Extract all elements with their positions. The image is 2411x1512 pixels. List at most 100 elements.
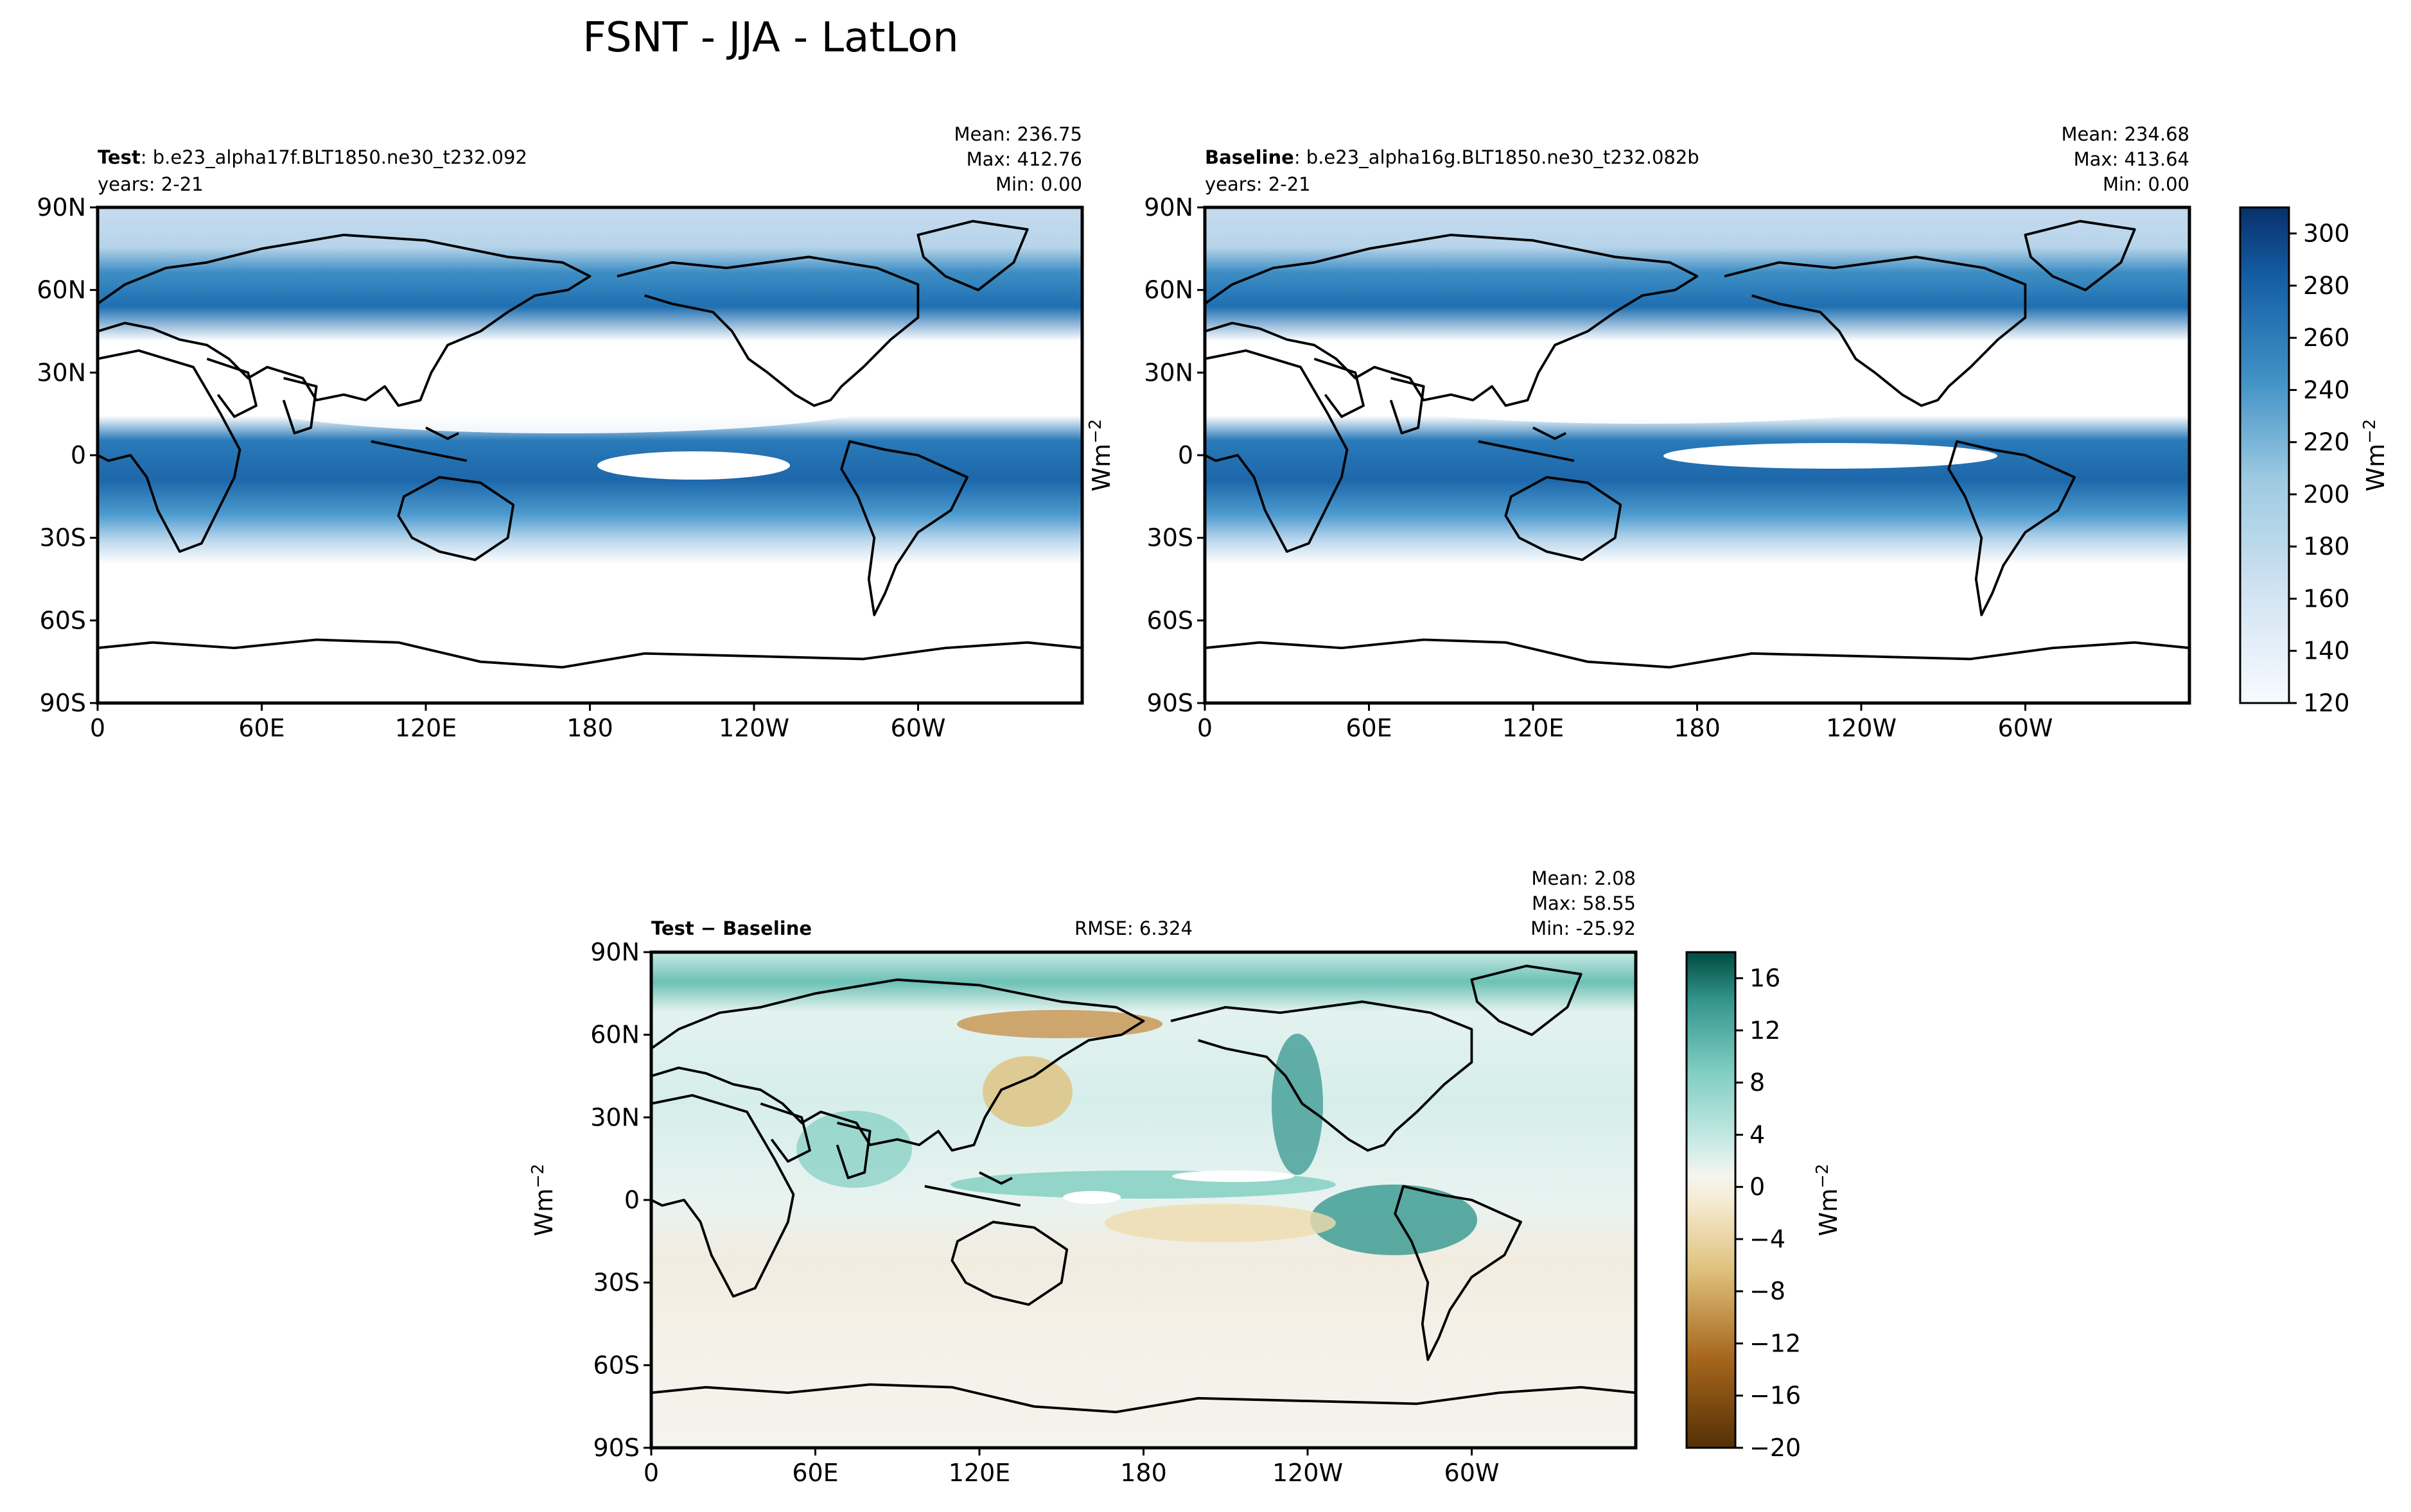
baseline-label-bold: Baseline: [1205, 146, 1294, 168]
x-tick-label: 60W: [1998, 714, 2053, 742]
colorbar-bottom-unit-base: Wm: [1814, 1188, 1843, 1237]
colorbar-tick-label: −20: [1749, 1434, 1801, 1462]
panel-baseline: Baseline: b.e23_alpha16g.BLT1850.ne30_t2…: [1086, 123, 2191, 742]
colorbar-tick-label: 12: [1749, 1016, 1780, 1045]
y-tick-label: 90N: [590, 938, 640, 966]
baseline-years: years: 2-21: [1205, 173, 1311, 195]
diff-ylabel-base: Wm: [530, 1188, 558, 1237]
colorbar-bottom-gradient: [1685, 951, 1737, 1449]
diff-title: Test − Baseline RMSE: 6.324 Mean: 2.08 M…: [651, 867, 1636, 939]
diff-field-kuroshio: [983, 1056, 1073, 1127]
colorbar-top-unit-base: Wm: [2362, 444, 2390, 492]
x-tick-label: 60E: [1346, 714, 1392, 742]
y-tick-label: 90S: [1147, 689, 1193, 717]
colorbar-tick-label: 140: [2303, 637, 2350, 665]
y-tick-label: 60S: [40, 606, 86, 634]
panel-test: Test: b.e23_alpha17f.BLT1850.ne30_t232.0…: [37, 123, 1084, 742]
colorbar-top-unit: Wm−2: [2360, 419, 2390, 492]
y-tick-label: 60N: [590, 1021, 640, 1049]
colorbar-tick-label: 280: [2303, 272, 2350, 300]
y-tick-label: 30N: [1144, 358, 1193, 387]
test-max: Max: 412.76: [967, 148, 1082, 170]
test-min: Min: 0.00: [995, 173, 1082, 195]
colorbar-tick-label: 16: [1749, 964, 1780, 993]
test-y-ticks: 90N 60N 30N 0 30S 60S 90S: [37, 193, 98, 717]
test-years: years: 2-21: [98, 173, 204, 195]
y-tick-label: 30S: [40, 524, 86, 552]
colorbar-tick-label: 220: [2303, 428, 2350, 456]
diff-field-white-2: [1172, 1170, 1294, 1182]
shared-ylabel-base: Wm: [1087, 444, 1116, 492]
diff-field-itcz-east: [1310, 1185, 1477, 1255]
y-tick-label: 0: [624, 1186, 640, 1214]
y-tick-label: 60N: [37, 276, 86, 304]
baseline-min: Min: 0.00: [2103, 173, 2189, 195]
baseline-field-pacific-clear-south: [1663, 443, 1997, 469]
colorbar-bottom-ticks: 16 12 8 4 0 −4 −8 −12 −16 −20: [1735, 964, 1801, 1462]
colorbar-tick-label: 300: [2303, 220, 2350, 248]
y-tick-label: 30S: [593, 1269, 640, 1297]
y-tick-label: 90S: [593, 1434, 640, 1462]
shared-ylabel: Wm−2: [1086, 419, 1116, 492]
diff-field-spac: [1105, 1204, 1336, 1242]
y-tick-label: 90N: [1144, 193, 1193, 222]
y-tick-label: 90N: [37, 193, 86, 222]
diff-mean: Mean: 2.08: [1531, 867, 1636, 889]
colorbar-top: 300 280 260 240 220 200 180 160 140 120 Wm−2: [2239, 206, 2390, 717]
baseline-title: Baseline: b.e23_alpha16g.BLT1850.ne30_t2…: [1205, 123, 2189, 195]
diff-field-npac: [1272, 1034, 1323, 1175]
baseline-mean: Mean: 234.68: [2062, 123, 2189, 145]
figure-title: FSNT - JJA - LatLon: [583, 14, 958, 62]
x-tick-label: 0: [644, 1459, 659, 1487]
baseline-field-pacific-clear-north: [1342, 366, 1946, 424]
y-tick-label: 60N: [1144, 276, 1193, 304]
baseline-label-rest: : b.e23_alpha16g.BLT1850.ne30_t232.082b: [1294, 146, 1699, 168]
colorbar-tick-label: −8: [1749, 1277, 1785, 1305]
colorbar-tick-label: −12: [1749, 1329, 1801, 1357]
x-tick-label: 60W: [1444, 1459, 1500, 1487]
y-tick-label: 30N: [590, 1103, 640, 1131]
test-mean: Mean: 236.75: [954, 123, 1082, 145]
diff-rmse: RMSE: 6.324: [1074, 917, 1193, 939]
x-tick-label: 0: [1197, 714, 1213, 742]
colorbar-tick-label: 180: [2303, 532, 2350, 560]
y-tick-label: 60S: [593, 1351, 640, 1379]
diff-field-indian: [796, 1111, 912, 1188]
x-tick-label: 180: [1674, 714, 1721, 742]
diff-max: Max: 58.55: [1532, 892, 1636, 914]
x-tick-label: 120W: [719, 714, 789, 742]
colorbar-tick-label: 120: [2303, 689, 2350, 717]
y-tick-label: 90S: [40, 689, 86, 717]
test-field-pacific-clear-north: [231, 363, 899, 433]
svg-text:Baseline: b.e23_alpha16g.BLT18: Baseline: b.e23_alpha16g.BLT1850.ne30_t2…: [1205, 146, 1699, 168]
colorbar-top-ticks: 300 280 260 240 220 200 180 160 140 120: [2289, 220, 2350, 717]
x-tick-label: 0: [90, 714, 105, 742]
colorbar-tick-label: 240: [2303, 376, 2350, 404]
diff-ylabel-exp: −2: [529, 1164, 548, 1188]
x-tick-label: 120E: [1502, 714, 1565, 742]
baseline-max: Max: 413.64: [2074, 148, 2189, 170]
svg-text:Test: b.e23_alpha17f.BLT1850.n: Test: b.e23_alpha17f.BLT1850.ne30_t232.0…: [98, 146, 527, 168]
shared-ylabel-exp: −2: [1086, 419, 1105, 444]
diff-min: Min: -25.92: [1530, 917, 1636, 939]
diff-x-ticks: 0 60E 120E 180 120W 60W: [644, 1448, 1500, 1487]
x-tick-label: 180: [1120, 1459, 1167, 1487]
y-tick-label: 30N: [37, 358, 86, 387]
diff-field-siberia: [957, 1010, 1162, 1038]
colorbar-top-unit-exp: −2: [2360, 419, 2380, 444]
test-title: Test: b.e23_alpha17f.BLT1850.ne30_t232.0…: [98, 123, 1082, 195]
x-tick-label: 60W: [891, 714, 946, 742]
test-label-bold: Test: [98, 146, 141, 168]
x-tick-label: 60E: [792, 1459, 838, 1487]
panel-difference: Test − Baseline RMSE: 6.324 Mean: 2.08 M…: [529, 867, 1638, 1487]
diff-label: Test − Baseline: [651, 917, 812, 939]
baseline-x-ticks: 0 60E 120E 180 120W 60W: [1197, 703, 2053, 742]
colorbar-tick-label: 260: [2303, 324, 2350, 352]
x-tick-label: 120E: [949, 1459, 1011, 1487]
y-tick-label: 60S: [1147, 606, 1193, 634]
y-tick-label: 30S: [1147, 524, 1193, 552]
y-tick-label: 0: [1178, 441, 1193, 469]
diff-ylabel: Wm−2: [529, 1164, 558, 1237]
diff-y-ticks: 90N 60N 30N 0 30S 60S 90S: [590, 938, 651, 1462]
test-label-rest: : b.e23_alpha17f.BLT1850.ne30_t232.092: [141, 146, 527, 168]
